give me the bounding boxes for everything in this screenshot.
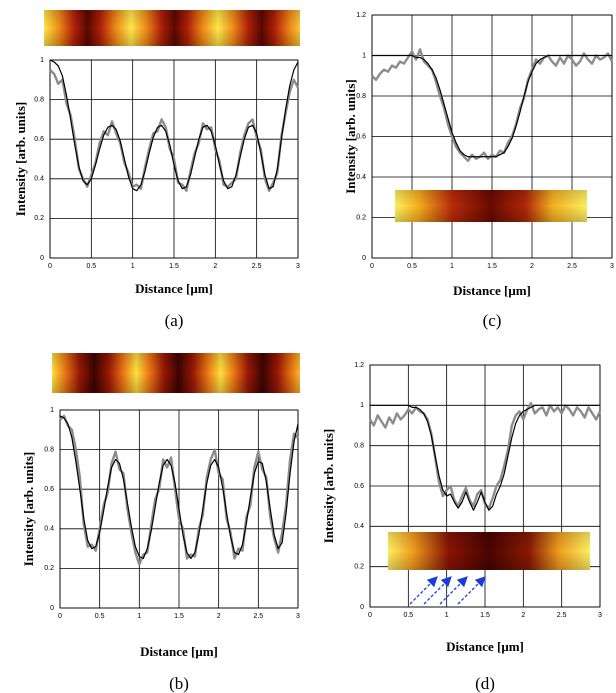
plot-frame [371,14,613,259]
y-tick-label: 1.2 [354,362,364,369]
x-tick-label: 0 [370,263,374,270]
panel-label: (c) [483,311,502,330]
heatmap-shade [395,190,587,222]
y-tick-label: 0 [360,604,364,611]
x-tick-label: 2 [521,612,525,619]
x-tick-label: 3 [296,263,300,270]
data-layer: 0 0.5 1 1.5 2 2.5 3 0 0.2 0.4 0.6 0.8 1 Distance [μm]… [13,12,614,693]
x-tick-label: 2 [217,613,221,620]
x-tick-label: 1 [450,263,454,270]
data-line [372,54,612,158]
x-axis-label: Distance [μm] [453,283,531,298]
x-tick-label: 1 [137,613,141,620]
x-tick-label: 2 [530,263,534,270]
x-axis-label: Distance [μm] [140,644,218,659]
x-tick-label: 1.5 [487,263,497,270]
plot-frame [59,409,299,609]
x-tick-label: 2.5 [252,263,262,270]
y-tick-label: 0.6 [354,483,364,490]
arrow [457,576,486,605]
data-line [49,59,299,192]
y-tick-label: 1 [50,407,54,414]
y-tick-label: 1 [40,57,44,64]
x-tick-label: 1 [131,263,135,270]
data-line [370,404,600,511]
x-tick-label: 2 [213,263,217,270]
x-tick-label: 3 [296,613,300,620]
y-tick-label: 0 [362,255,366,262]
heatmap-shade [388,532,590,570]
data-line [368,402,602,510]
arrow [423,576,452,605]
y-tick-label: 0.8 [34,96,44,103]
y-tick-label: 0.4 [354,523,364,530]
panel-label: (b) [169,674,189,693]
plot-frame [369,364,601,608]
x-tick-label: 0 [58,613,62,620]
x-tick-label: 3 [598,612,602,619]
arrows [409,576,486,605]
x-tick-label: 0.5 [86,263,96,270]
x-tick-label: 1.5 [174,613,184,620]
y-axis-label: Intensity [arb. units] [343,79,358,194]
y-tick-label: 0.8 [44,446,54,453]
data-line [59,414,299,566]
x-tick-label: 0 [368,612,372,619]
panel-label: (a) [165,311,184,330]
y-tick-label: 0.6 [34,136,44,143]
x-tick-label: 2.5 [567,263,577,270]
arrow [409,576,438,605]
heatmaps [44,10,590,570]
y-tick-label: 0.8 [354,443,364,450]
y-tick-label: 0.2 [34,215,44,222]
y-tick-label: 0.6 [356,133,366,140]
y-tick-label: 0.2 [356,214,366,221]
x-tick-label: 0.5 [407,263,417,270]
y-tick-label: 0.6 [44,486,54,493]
y-tick-label: 1 [362,52,366,59]
x-tick-label: 2.5 [253,613,263,620]
y-tick-label: 0 [50,605,54,612]
x-axis-label: Distance [μm] [446,639,524,654]
heatmap-shade [44,10,300,46]
y-tick-label: 0.4 [34,176,44,183]
panel-label: (d) [475,674,495,693]
x-axis-label: Distance [μm] [135,281,213,296]
y-tick-label: 0.2 [354,564,364,571]
data-line [59,415,299,560]
x-tick-label: 2.5 [557,612,567,619]
y-tick-label: 0.8 [356,93,366,100]
data-line [371,48,614,162]
data-line [49,69,300,192]
x-tick-label: 1.5 [169,263,179,270]
y-tick-label: 1.2 [356,12,366,19]
x-tick-label: 3 [610,263,614,270]
plot-frame [49,59,299,259]
y-tick-label: 0.4 [356,174,366,181]
y-axis-label: Intensity [arb. units] [13,102,28,217]
y-tick-label: 0.4 [44,526,54,533]
x-tick-label: 1 [445,612,449,619]
x-tick-label: 0.5 [95,613,105,620]
x-tick-label: 0 [48,263,52,270]
heatmap-shade [52,353,300,393]
y-tick-label: 1 [360,402,364,409]
y-axis-label: Intensity [arb. units] [21,452,36,567]
arrow [439,576,468,605]
x-tick-label: 0.5 [403,612,413,619]
x-tick-label: 1.5 [480,612,490,619]
y-tick-label: 0.2 [44,565,54,572]
y-axis-label: Intensity [arb. units] [321,429,336,544]
y-tick-label: 0 [40,255,44,262]
